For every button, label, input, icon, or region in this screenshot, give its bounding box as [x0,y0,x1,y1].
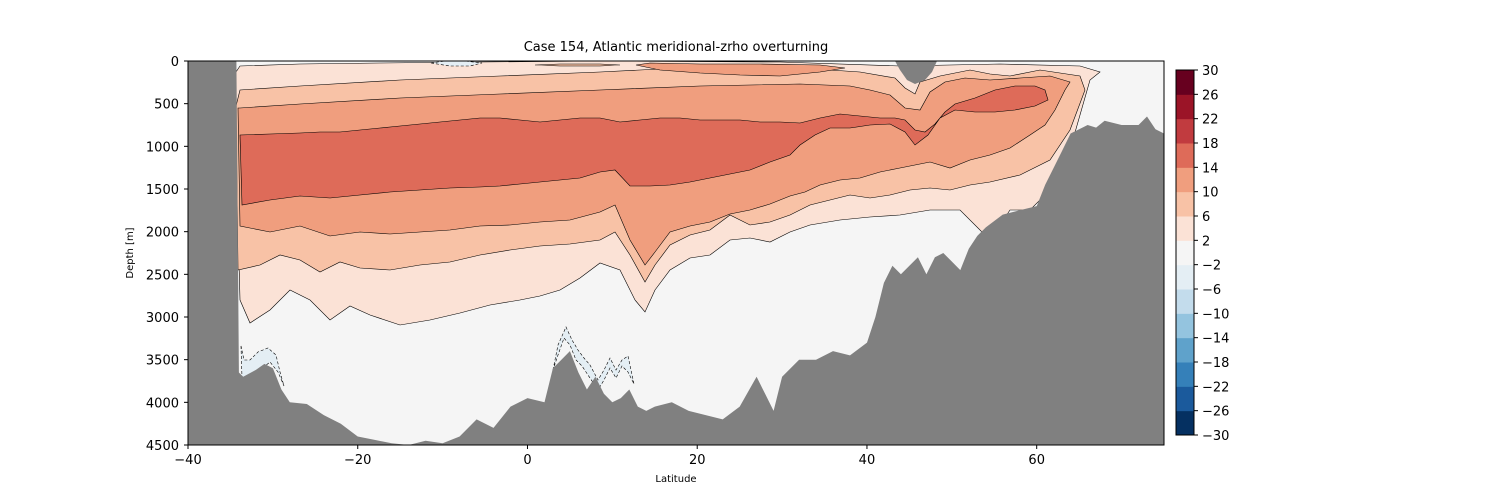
bathymetry-surface-bump [895,61,937,84]
y-tick-label: 2500 [146,268,179,283]
colorbar-swatch [1176,191,1194,217]
colorbar-tick-label: 10 [1202,186,1219,201]
x-tick-label: −20 [344,453,371,468]
x-axis: −40 −20 0 20 40 60 [174,445,1045,468]
colorbar-swatch [1176,264,1194,290]
colorbar-swatch [1176,118,1194,144]
y-tick-label: 4000 [146,396,179,411]
colorbar-swatch [1176,216,1194,241]
x-tick-label: 0 [523,453,531,468]
colorbar-tick-label: 6 [1202,210,1210,225]
colorbar-swatch [1176,410,1194,436]
colorbar-tick-label: −18 [1202,356,1229,371]
colorbar-swatch [1176,167,1194,193]
colorbar-tick-label: 30 [1202,64,1219,79]
colorbar-swatch [1176,337,1194,363]
negative-patch-equator [552,326,635,391]
y-axis: 0 500 1000 1500 2000 2500 3000 3500 4000 4500 [146,55,188,454]
colorbar: 30 26 22 18 14 10 6 2 −2 −6 −10 −14 −18 −22 −26 −30 [1175,64,1229,444]
colorbar-swatch [1176,313,1194,339]
colorbar-tick-label: 22 [1202,113,1219,128]
colorbar-tick-label: −22 [1202,380,1229,395]
x-tick-label: −40 [174,453,201,468]
y-tick-label: 1500 [146,183,179,198]
y-tick-label: 3000 [146,311,179,326]
y-tick-label: 2000 [146,226,179,241]
colorbar-tick-label: −6 [1202,283,1221,298]
y-tick-label: 0 [171,55,179,70]
y-tick-label: 3500 [146,354,179,369]
surface-patch-10-14 [635,62,846,77]
colorbar-tick-label: −26 [1202,405,1229,420]
y-tick-label: 1000 [146,140,179,155]
x-tick-label: 40 [859,453,876,468]
colorbar-swatch [1176,70,1194,95]
plot-area [188,61,1164,445]
colorbar-tick-label: 26 [1202,88,1219,103]
colorbar-tick-label: −2 [1202,259,1221,274]
negative-patch-surface [430,61,483,67]
colorbar-tick-label: 14 [1202,161,1219,176]
y-tick-label: 4500 [146,439,179,454]
colorbar-tick-label: 2 [1202,234,1210,249]
colorbar-swatch [1176,240,1194,266]
x-axis-label: Latitude [655,474,696,485]
colorbar-swatch [1176,362,1194,387]
colorbar-tick-label: 18 [1202,137,1219,152]
axes-frame [187,60,1165,446]
colorbar-swatch [1176,289,1194,314]
chart-title: Case 154, Atlantic meridional-zrho overt… [524,40,829,55]
x-tick-label: 20 [689,453,706,468]
x-tick-label: 60 [1028,453,1045,468]
bathymetry [188,61,1164,445]
colorbar-frame [1175,69,1195,436]
y-tick-label: 500 [154,98,179,113]
surface-patch-6-10 [534,63,621,67]
colorbar-swatch [1176,94,1194,120]
colorbar-tick-label: −30 [1202,429,1229,444]
colorbar-swatch [1176,386,1194,412]
contour-band-14-18 [239,85,1049,206]
colorbar-tick-label: −10 [1202,307,1229,322]
colorbar-tick-label: −14 [1202,332,1229,347]
colorbar-swatch [1176,143,1194,168]
y-axis-label: Depth [m] [125,227,136,278]
